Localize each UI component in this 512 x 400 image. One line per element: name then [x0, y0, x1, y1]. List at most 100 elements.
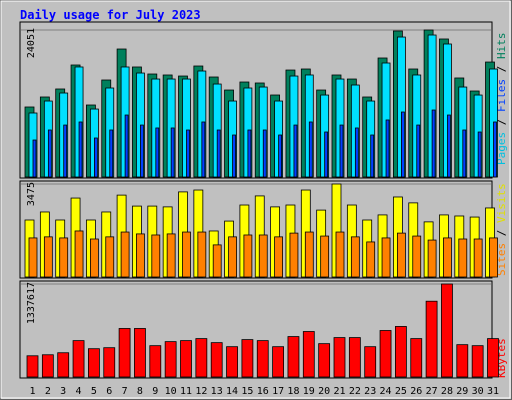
bar — [302, 331, 315, 378]
x-tick-label: 9 — [152, 386, 158, 397]
bar — [318, 343, 331, 378]
bar — [72, 340, 85, 378]
bar — [201, 121, 206, 178]
bar — [339, 124, 344, 178]
bar — [103, 347, 116, 378]
bar — [94, 137, 98, 178]
bar — [278, 134, 283, 178]
bar — [304, 231, 314, 278]
y-tick-label: 24051 — [26, 28, 37, 58]
bar — [186, 129, 190, 178]
x-tick-label: 15 — [241, 386, 253, 397]
bar — [228, 236, 237, 278]
bar — [458, 238, 468, 278]
bar — [210, 342, 223, 378]
bar — [216, 129, 221, 178]
x-tick-label: 29 — [456, 386, 468, 397]
bar — [471, 345, 484, 378]
bar — [335, 231, 345, 278]
bar — [120, 231, 130, 278]
legend-entry: Sites — [495, 243, 508, 276]
bar — [28, 237, 38, 278]
legend: Pages / Files / Hits — [495, 33, 508, 166]
bar — [63, 124, 68, 178]
bar — [493, 121, 497, 178]
bar — [350, 236, 360, 278]
x-tick-label: 1 — [29, 386, 35, 397]
x-tick-label: 11 — [180, 386, 192, 397]
bar — [320, 235, 330, 278]
bar — [287, 336, 300, 378]
bar — [134, 328, 146, 378]
x-tick-label: 8 — [137, 386, 143, 397]
bar — [140, 124, 144, 178]
bar — [241, 339, 254, 378]
x-tick-label: 10 — [165, 386, 177, 397]
x-tick-label: 2 — [45, 386, 51, 397]
bar — [118, 328, 131, 378]
x-tick-label: 25 — [395, 386, 407, 397]
x-tick-label: 4 — [76, 386, 82, 397]
bar — [394, 326, 407, 378]
x-tick-label: 7 — [122, 386, 128, 397]
x-tick-label: 27 — [426, 386, 438, 397]
bar — [410, 338, 423, 378]
bar — [379, 330, 392, 378]
bar — [456, 344, 469, 378]
bar — [32, 139, 37, 178]
bar — [247, 129, 252, 178]
bar — [396, 232, 406, 278]
bar — [212, 244, 222, 278]
legend: Sites / Visits — [495, 183, 508, 276]
x-tick-label: 13 — [211, 386, 223, 397]
bar — [74, 230, 84, 278]
bar — [431, 109, 436, 178]
bar — [262, 129, 267, 178]
bar — [289, 232, 299, 278]
bar — [487, 338, 499, 378]
bar — [164, 341, 177, 378]
legend-entry: Hits — [495, 33, 508, 60]
bar — [272, 346, 285, 378]
bar — [425, 300, 438, 378]
bar — [197, 231, 207, 278]
bar — [324, 131, 329, 178]
bar — [166, 233, 176, 278]
bar — [293, 124, 298, 178]
x-tick-label: 20 — [318, 386, 330, 397]
bar — [43, 236, 53, 278]
bar — [47, 129, 52, 178]
bar — [477, 131, 482, 178]
bar — [447, 114, 451, 178]
x-tick-label: 26 — [410, 386, 422, 397]
bar — [232, 134, 236, 178]
bar — [41, 354, 54, 378]
legend-entry: Files — [495, 79, 508, 112]
bar — [381, 237, 391, 278]
bar — [124, 114, 129, 178]
x-tick-label: 31 — [487, 386, 499, 397]
bar — [155, 127, 160, 178]
bar — [427, 239, 437, 278]
x-tick-label: 17 — [272, 386, 284, 397]
x-tick-label: 21 — [333, 386, 345, 397]
bar — [333, 337, 346, 378]
bar — [366, 241, 376, 278]
bar — [443, 237, 452, 278]
bar — [78, 121, 83, 178]
x-tick-label: 18 — [287, 386, 299, 397]
bar — [136, 233, 145, 278]
bar — [170, 127, 175, 178]
bar — [59, 237, 69, 278]
x-tick-label: 12 — [195, 386, 207, 397]
bar — [489, 237, 498, 278]
bar — [26, 355, 39, 378]
bar — [364, 346, 377, 378]
bar — [308, 121, 313, 178]
bar — [274, 236, 284, 278]
legend-entry: Pages — [495, 132, 508, 165]
bar — [462, 129, 467, 178]
bar — [195, 338, 208, 378]
bar — [90, 238, 99, 278]
